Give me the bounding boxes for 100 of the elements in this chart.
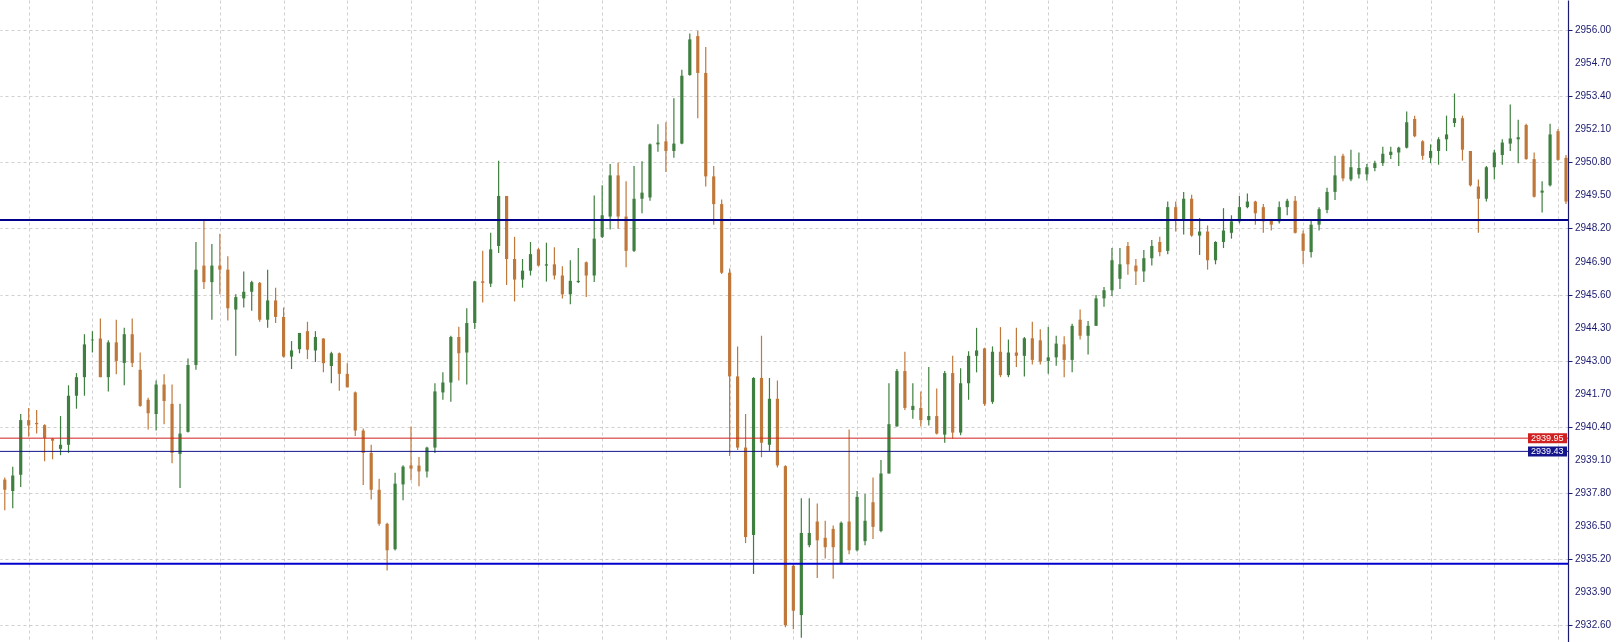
- candlestick: [1492, 149, 1496, 181]
- candlestick: [345, 362, 349, 388]
- y-tick-label: 2949.50: [1575, 189, 1612, 201]
- candlestick: [664, 121, 668, 173]
- y-tick-label: 2940.40: [1575, 420, 1612, 432]
- y-tick-label: 2952.10: [1575, 123, 1612, 135]
- candlestick: [974, 327, 979, 373]
- ref-line-label: 2939.95: [1531, 433, 1564, 444]
- candlestick: [74, 372, 79, 410]
- candlestick: [1006, 338, 1011, 378]
- candlestick: [457, 326, 461, 382]
- candlestick: [1158, 236, 1162, 257]
- candlestick: [234, 293, 238, 357]
- candlestick: [1333, 155, 1337, 201]
- candlestick: [329, 351, 333, 384]
- candlestick: [552, 246, 556, 281]
- candlestick: [425, 446, 429, 479]
- candlestick: [202, 220, 206, 290]
- candlestick: [1325, 187, 1329, 214]
- candlestick: [1229, 214, 1234, 240]
- candlestick: [823, 520, 827, 559]
- candlestick: [560, 265, 564, 299]
- y-tick-label: 2944.30: [1575, 321, 1612, 333]
- candlestick: [266, 269, 270, 329]
- candlestick: [1540, 180, 1544, 214]
- candlestick: [1046, 326, 1050, 375]
- candlestick: [815, 502, 819, 579]
- candlestick: [1341, 153, 1345, 182]
- candlestick: [1078, 308, 1082, 341]
- candlestick: [1221, 207, 1226, 249]
- candlestick: [831, 525, 835, 580]
- candlestick: [409, 425, 413, 481]
- candlestick: [911, 382, 915, 420]
- candlestick: [1421, 139, 1425, 161]
- y-tick-label: 2945.60: [1575, 288, 1612, 300]
- candlestick: [1508, 103, 1512, 152]
- candlestick: [114, 319, 118, 375]
- candlestick: [313, 330, 318, 363]
- candlestick: [1213, 240, 1218, 265]
- candlestick: [528, 241, 533, 277]
- candlestick: [1086, 320, 1090, 356]
- candlestick: [1444, 115, 1449, 152]
- candlestick: [807, 497, 811, 548]
- candlestick: [1118, 247, 1122, 290]
- candlestick: [1317, 206, 1321, 232]
- candlestick: [1365, 163, 1369, 182]
- candlestick: [1349, 149, 1353, 182]
- candlestick: [1126, 241, 1130, 276]
- candlestick: [1038, 328, 1042, 366]
- candlestick: [218, 233, 222, 295]
- candlestick: [1429, 143, 1433, 164]
- candlestick: [274, 287, 278, 324]
- candlestick: [927, 366, 931, 427]
- candlestick: [1150, 239, 1154, 267]
- y-tick-label: 2935.20: [1575, 552, 1612, 564]
- candlestick: [863, 493, 867, 546]
- y-tick-label: 2932.60: [1575, 618, 1612, 630]
- candlestick: [1413, 115, 1417, 138]
- candlestick: [250, 280, 254, 312]
- candlestick: [512, 236, 517, 303]
- y-tick-label: 2953.40: [1575, 90, 1612, 102]
- ref-line-label: 2939.43: [1531, 446, 1564, 457]
- candlestick: [1500, 138, 1504, 166]
- candlestick: [178, 403, 182, 489]
- candlestick: [146, 397, 150, 431]
- candlestick: [520, 258, 525, 289]
- candlestick: [43, 423, 47, 462]
- candlestick: [401, 464, 405, 501]
- candlestick: [1452, 92, 1457, 128]
- y-tick-label: 2948.20: [1575, 222, 1612, 234]
- candlestick: [544, 242, 549, 283]
- candlestick: [568, 259, 572, 305]
- candlestick: [1022, 336, 1026, 378]
- candlestick: [162, 373, 166, 425]
- candlestick: [337, 351, 341, 392]
- y-tick-label: 2939.10: [1575, 453, 1612, 465]
- candlestick: [1030, 321, 1034, 366]
- candlestick: [210, 243, 214, 321]
- candlestick: [417, 456, 421, 487]
- y-tick-label: 2954.70: [1575, 57, 1612, 69]
- candlestick: [1301, 229, 1305, 265]
- candlestick: [305, 321, 310, 360]
- candlestick: [1062, 335, 1066, 378]
- candlestick: [1357, 151, 1361, 180]
- y-tick-label: 2941.70: [1575, 387, 1612, 399]
- candlestick: [1142, 249, 1146, 283]
- y-tick-label: 2937.80: [1575, 486, 1612, 498]
- y-tick-label: 2936.50: [1575, 519, 1612, 531]
- candlestick: [289, 340, 294, 370]
- candlestick: [1436, 136, 1441, 166]
- y-tick-label: 2950.80: [1575, 156, 1612, 168]
- y-tick-label: 2943.00: [1575, 354, 1612, 366]
- candlestick: [1198, 217, 1202, 256]
- candlestick: [672, 97, 676, 159]
- candlestick: [935, 388, 939, 436]
- candlestick: [481, 250, 485, 304]
- candlestick: [640, 160, 644, 214]
- candlestick: [1476, 178, 1480, 234]
- candlestick: [919, 390, 923, 428]
- y-tick-label: 2956.00: [1575, 24, 1612, 36]
